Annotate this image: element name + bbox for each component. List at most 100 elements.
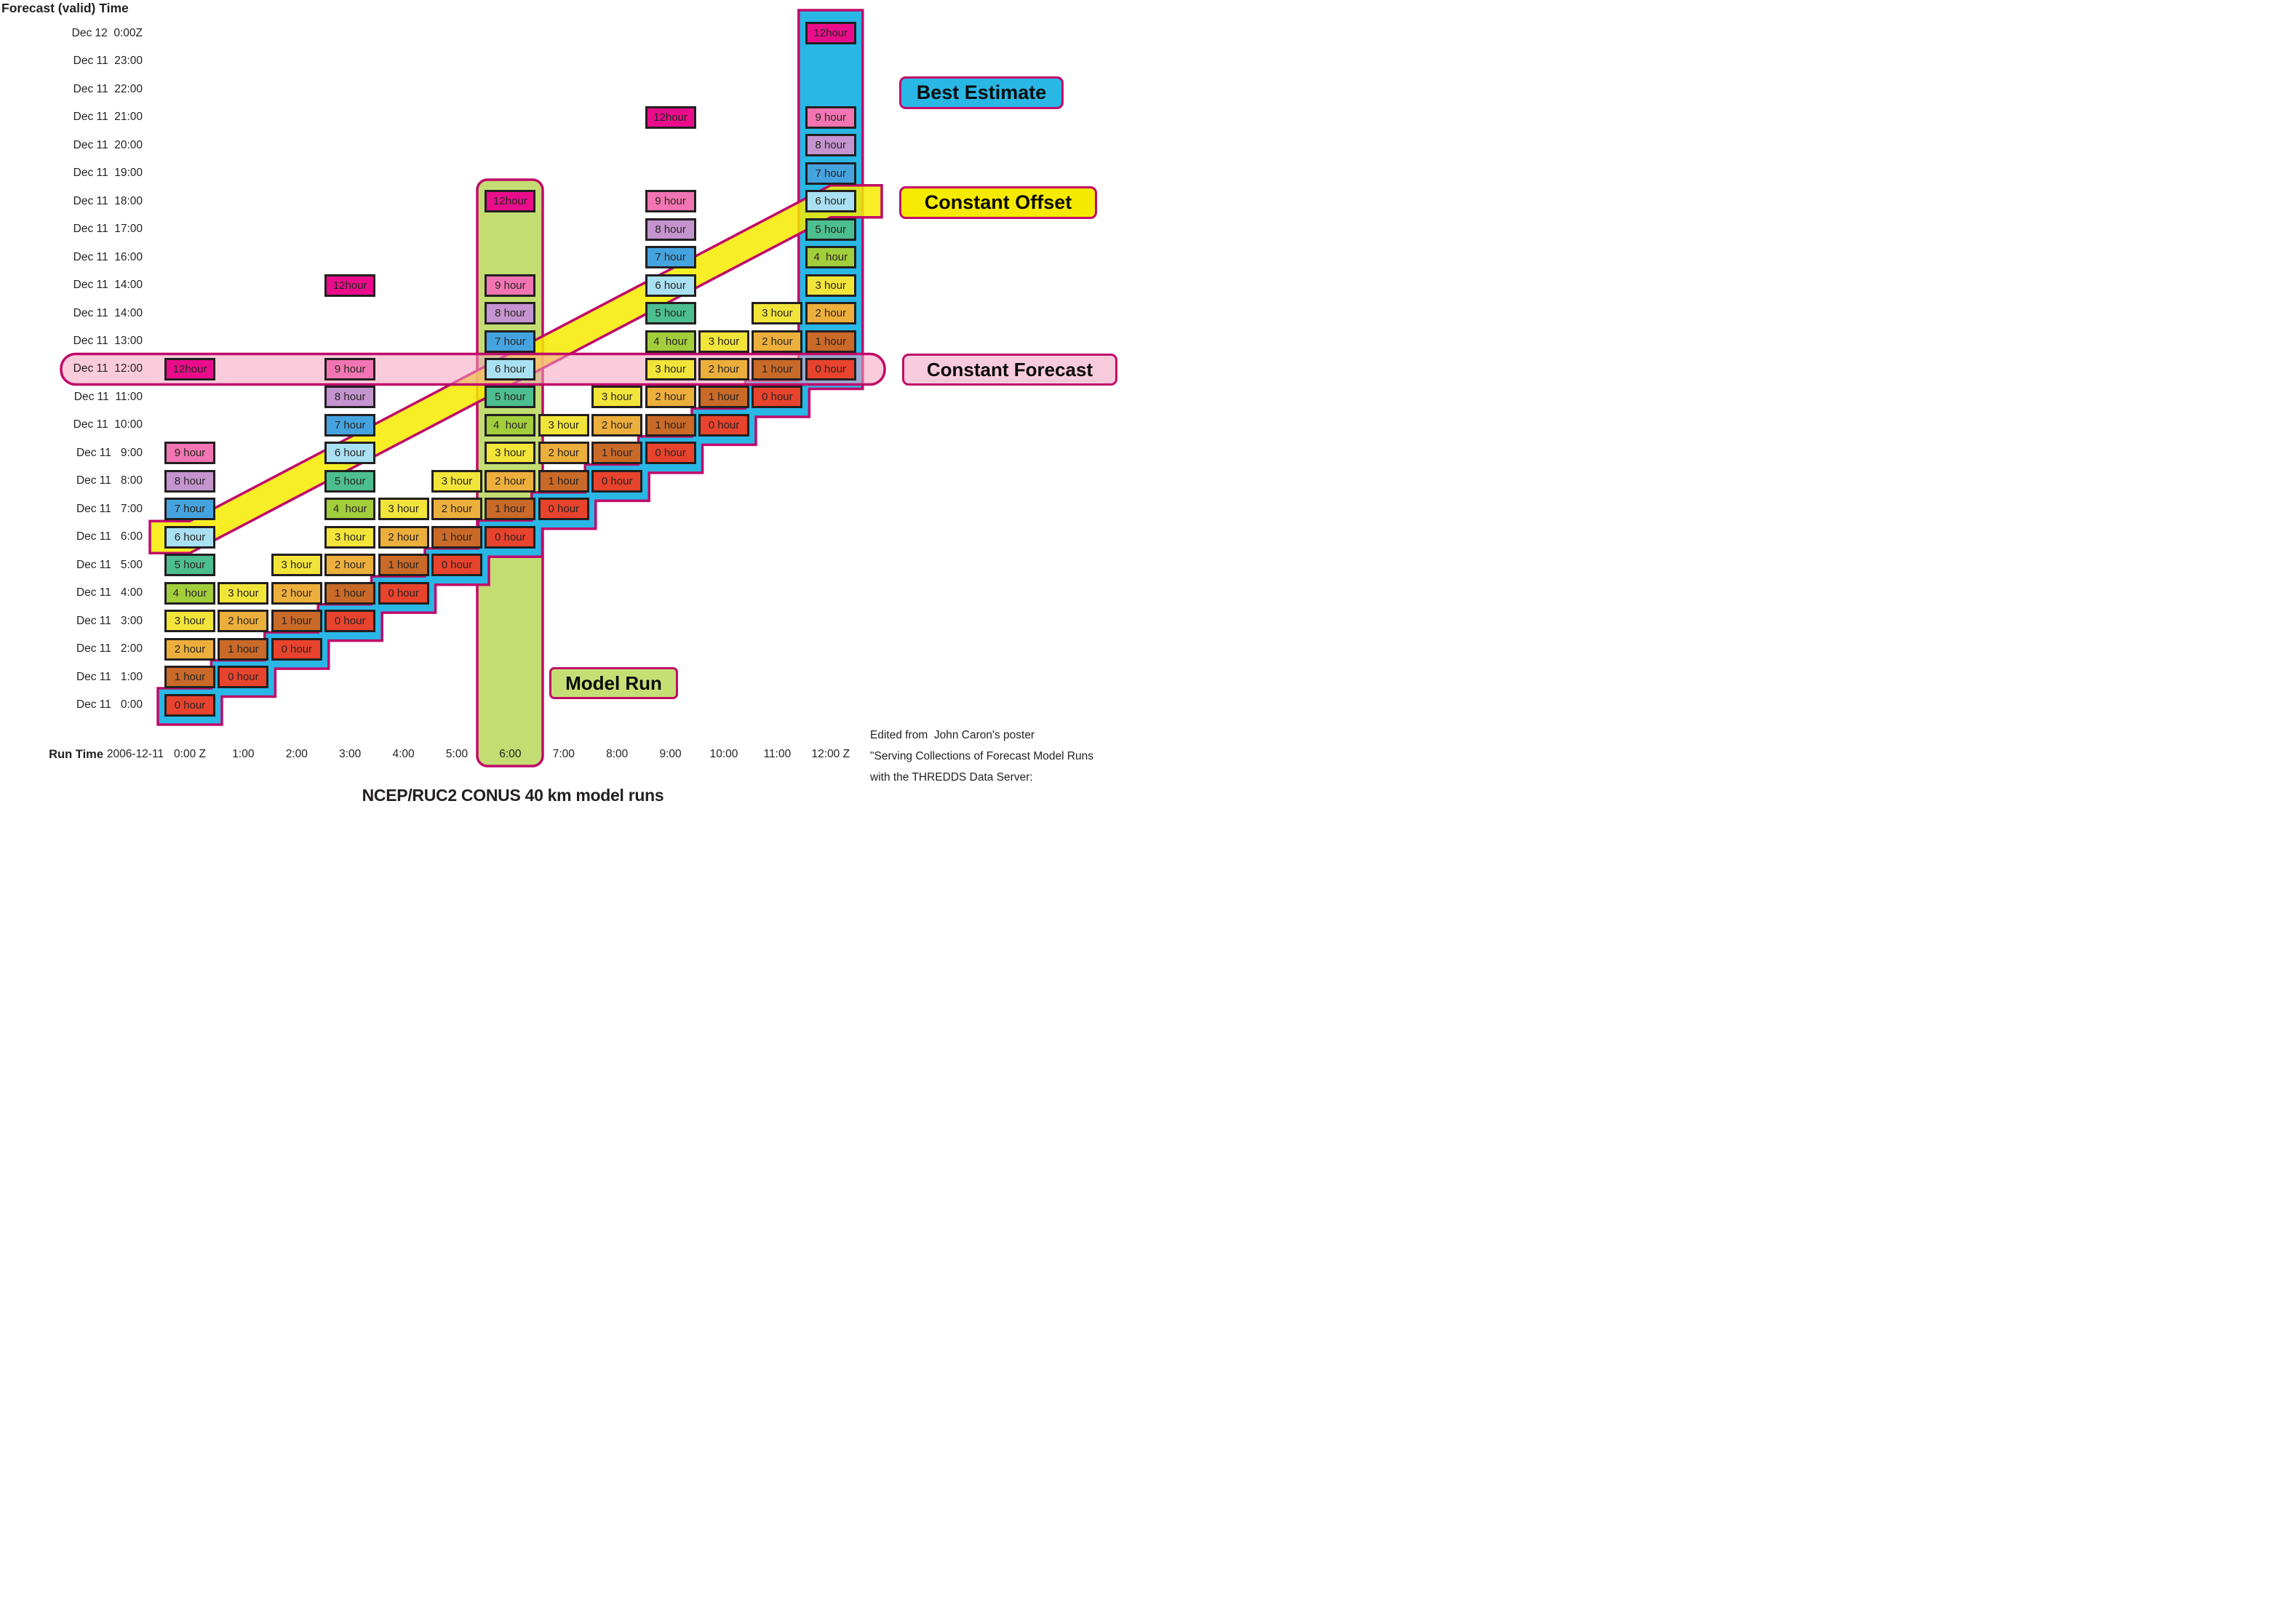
y-axis-label: Dec 11 9:00 [76,446,143,459]
forecast-box-run11-hour1: 1 hour [752,357,803,380]
forecast-box-run0-hour5: 5 hour [164,554,215,577]
forecast-box-run2-hour0: 0 hour [271,637,322,661]
forecast-box-run6-hour2: 2 hour [485,469,536,493]
forecast-box-run12-hour0: 0 hour [805,357,856,380]
forecast-box-run6-hour4: 4 hour [485,413,536,437]
attribution-text: Edited from John Caron's poster "Serving… [870,725,1093,788]
x-axis-title: Run Time [49,748,103,761]
legend-constant-forecast: Constant Forecast [902,354,1117,386]
forecast-box-run12-hour4: 4 hour [805,246,856,269]
y-axis-label: Dec 11 1:00 [76,670,143,683]
forecast-box-run6-hour9: 9 hour [485,274,536,297]
forecast-box-run9-hour5: 5 hour [645,302,696,325]
y-axis-label: Dec 11 16:00 [73,250,143,263]
forecast-box-run12-hour7: 7 hour [805,162,856,185]
forecast-box-run6-hour8: 8 hour [485,302,536,325]
forecast-box-run0-hour8: 8 hour [164,469,215,493]
legend-constant-offset: Constant Offset [899,186,1097,219]
forecast-box-run0-hour3: 3 hour [164,610,215,633]
y-axis-label: Dec 11 5:00 [76,558,143,571]
forecast-box-run6-hour5: 5 hour [485,386,536,409]
forecast-box-run3-hour2: 2 hour [324,554,376,577]
forecast-box-run3-hour7: 7 hour [324,413,376,437]
forecast-box-run5-hour3: 3 hour [431,469,482,493]
forecast-box-run12-hour2: 2 hour [805,302,856,325]
y-axis-label: Dec 11 0:00 [76,698,143,711]
forecast-box-run10-hour1: 1 hour [698,386,749,409]
forecast-box-run1-hour0: 0 hour [218,666,269,689]
forecast-box-run12-hour1: 1 hour [805,330,856,353]
forecast-box-run3-hour12: 12hour [324,274,376,297]
forecast-box-run10-hour0: 0 hour [698,413,749,437]
forecast-box-run9-hour6: 6 hour [645,274,696,297]
forecast-box-run1-hour3: 3 hour [218,581,269,605]
y-axis-label: Dec 11 18:00 [73,194,143,207]
y-axis-title: Forecast (valid) Time [1,1,129,15]
x-axis-tick: 12:00 Z [811,748,850,760]
forecast-box-run4-hour2: 2 hour [378,525,429,549]
forecast-box-run5-hour1: 1 hour [431,525,482,549]
forecast-box-run10-hour3: 3 hour [698,330,749,353]
x-axis-tick: 8:00 [606,748,629,760]
y-axis-label: Dec 11 4:00 [76,586,143,599]
forecast-box-run12-hour9: 9 hour [805,105,856,129]
x-axis-tick: 2:00 [285,748,308,760]
x-axis-tick: 10:00 [709,748,738,760]
forecast-box-run7-hour0: 0 hour [538,498,589,521]
forecast-box-run6-hour3: 3 hour [485,442,536,465]
y-axis-label: Dec 11 7:00 [76,502,143,515]
y-axis-label: Dec 11 8:00 [76,474,143,487]
forecast-box-run9-hour0: 0 hour [645,442,696,465]
diagram-canvas: Forecast (valid) Time Dec 12 0:00Z Dec 11… [0,0,1148,809]
forecast-box-run1-hour1: 1 hour [218,637,269,661]
forecast-box-run11-hour2: 2 hour [752,330,803,353]
x-axis-tick: 7:00 [552,748,575,760]
forecast-box-run9-hour8: 8 hour [645,218,696,241]
y-axis-label: Dec 11 23:00 [73,55,143,68]
forecast-box-run0-hour9: 9 hour [164,442,215,465]
forecast-box-run9-hour2: 2 hour [645,386,696,409]
run-date-label: 2006-12-11 [106,748,164,760]
forecast-box-run0-hour0: 0 hour [164,693,215,717]
attribution-line: "Serving Collections of Forecast Model R… [870,750,1094,762]
forecast-box-run0-hour4: 4 hour [164,581,215,605]
x-axis-tick: 0:00 Z [174,748,206,760]
legend-best-estimate: Best Estimate [899,76,1064,109]
legend-model-run: Model Run [549,667,678,699]
forecast-box-run0-hour2: 2 hour [164,637,215,661]
forecast-box-run8-hour3: 3 hour [591,386,643,409]
forecast-box-run3-hour5: 5 hour [324,469,376,493]
y-axis-label: Dec 11 17:00 [73,223,143,236]
forecast-box-run8-hour1: 1 hour [591,442,643,465]
y-axis-label: Dec 11 20:00 [73,138,143,151]
forecast-box-run3-hour8: 8 hour [324,386,376,409]
forecast-box-run4-hour3: 3 hour [378,498,429,521]
forecast-box-run9-hour7: 7 hour [645,246,696,269]
forecast-box-run7-hour3: 3 hour [538,413,589,437]
y-axis-label: Dec 11 13:00 [73,335,143,348]
forecast-box-run1-hour2: 2 hour [218,610,269,633]
y-axis-label: Dec 11 6:00 [76,530,143,543]
x-axis-tick: 5:00 [445,748,469,760]
x-axis-tick: 1:00 [232,748,255,760]
forecast-box-run9-hour9: 9 hour [645,190,696,213]
forecast-box-run6-hour7: 7 hour [485,330,536,353]
y-axis-label: Dec 11 22:00 [73,82,143,95]
forecast-box-run3-hour9: 9 hour [324,357,376,380]
forecast-box-run6-hour12: 12hour [485,190,536,213]
forecast-box-run5-hour2: 2 hour [431,498,482,521]
forecast-box-run8-hour2: 2 hour [591,413,643,437]
forecast-box-run0-hour7: 7 hour [164,498,215,521]
forecast-box-run4-hour1: 1 hour [378,554,429,577]
forecast-box-run0-hour6: 6 hour [164,525,215,549]
forecast-box-run11-hour3: 3 hour [752,302,803,325]
forecast-box-run9-hour3: 3 hour [645,357,696,380]
attribution-line: with the THREDDS Data Server: [870,771,1033,784]
forecast-box-run2-hour1: 1 hour [271,610,322,633]
forecast-box-run5-hour0: 0 hour [431,554,482,577]
forecast-box-run10-hour2: 2 hour [698,357,749,380]
forecast-box-run9-hour4: 4 hour [645,330,696,353]
y-axis-label: Dec 11 11:00 [73,390,143,403]
forecast-box-run2-hour2: 2 hour [271,581,322,605]
x-axis-tick: 6:00 [499,748,522,760]
